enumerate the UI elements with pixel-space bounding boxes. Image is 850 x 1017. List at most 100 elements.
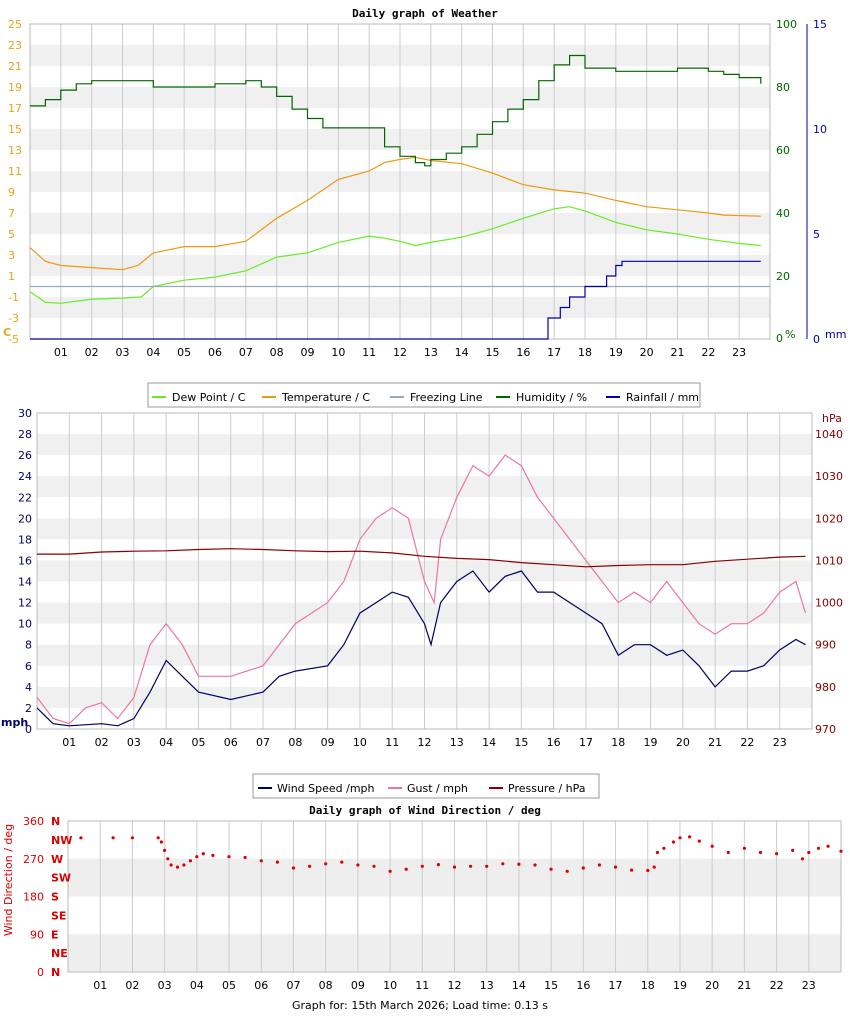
humidity-tick-label: 40 xyxy=(776,207,790,220)
y-tick-label: 360 xyxy=(23,815,44,828)
x-tick-label: 04 xyxy=(190,979,204,992)
direction-point xyxy=(652,865,656,869)
legend-label: Temperature / C xyxy=(281,391,370,404)
wind-graph: 01 02 03 04 05 06 07 08 09 10 11 12 13 14 15 16 17 18 19 20… xyxy=(1,407,843,799)
x-tick-label: 09 xyxy=(301,346,315,359)
rainfall-tick-label: 10 xyxy=(813,123,827,136)
y-tick-label: 2 xyxy=(25,702,32,715)
compass-label: NE xyxy=(51,947,68,960)
x-tick-label: 15 xyxy=(514,736,528,749)
x-tick-label: 21 xyxy=(737,979,751,992)
direction-point xyxy=(275,860,279,864)
rainfall-tick-label: 0 xyxy=(813,333,820,346)
x-tick-label: 21 xyxy=(671,346,685,359)
series-line-humidity xyxy=(30,54,762,167)
direction-point xyxy=(388,869,392,873)
direction-point xyxy=(630,868,634,872)
series-line-wind xyxy=(36,570,806,727)
x-tick-label: 20 xyxy=(676,736,690,749)
x-tick-label: 19 xyxy=(609,346,623,359)
pressure-tick-label: 1020 xyxy=(815,512,843,525)
x-tick-label: 10 xyxy=(383,979,397,992)
humidity-tick-label: 20 xyxy=(776,270,790,283)
pressure-tick-label: 970 xyxy=(815,723,836,736)
direction-point xyxy=(655,850,660,855)
x-tick-label: 15 xyxy=(486,346,500,359)
x-tick-label: 17 xyxy=(547,346,561,359)
direction-point xyxy=(807,850,811,855)
chart-title: Daily graph of Wind Direction / deg xyxy=(309,804,541,817)
y-tick-label: 30 xyxy=(18,407,32,420)
y-tick-label: 15 xyxy=(8,123,22,136)
y-tick-label: 0 xyxy=(37,966,44,979)
x-tick-label: 05 xyxy=(177,346,191,359)
y-tick-label: 270 xyxy=(23,853,44,866)
x-tick-label: 12 xyxy=(418,736,432,749)
direction-point xyxy=(452,865,457,869)
direction-point xyxy=(565,869,569,873)
pressure-tick-label: 1030 xyxy=(815,470,843,483)
y-tick-label: 1 xyxy=(8,270,15,283)
compass-label: N xyxy=(51,815,60,828)
humidity-tick-label: 80 xyxy=(776,81,790,94)
x-tick-label: 18 xyxy=(578,346,592,359)
x-tick-label: 09 xyxy=(321,736,335,749)
y-tick-label: 13 xyxy=(8,144,22,157)
pressure-tick-label: 980 xyxy=(815,681,836,694)
x-tick-label: 23 xyxy=(802,979,816,992)
direction-point xyxy=(201,852,205,856)
y-tick-label: 4 xyxy=(25,681,32,694)
direction-point xyxy=(372,864,376,868)
x-tick-label: 16 xyxy=(516,346,530,359)
rainfall-unit: mm xyxy=(825,328,846,341)
rainfall-tick-label: 5 xyxy=(813,228,820,241)
x-tick-label: 20 xyxy=(640,346,654,359)
y-tick-label: 180 xyxy=(23,891,44,904)
direction-point xyxy=(159,840,163,844)
x-tick-label: 06 xyxy=(208,346,222,359)
y-tick-label: 14 xyxy=(18,576,32,589)
x-tick-label: 17 xyxy=(609,979,623,992)
x-tick-label: 15 xyxy=(544,979,558,992)
x-tick-label: 19 xyxy=(673,979,687,992)
legend: Wind Speed /mph Gust / mph Pressure / hPa xyxy=(252,773,600,799)
x-tick-label: 12 xyxy=(393,346,407,359)
x-tick-label: 08 xyxy=(319,979,333,992)
direction-point xyxy=(800,857,805,861)
compass-label: E xyxy=(51,928,59,941)
direction-point xyxy=(662,846,666,850)
x-tick-label: 18 xyxy=(611,736,625,749)
direction-point xyxy=(469,864,473,868)
legend-box xyxy=(147,382,701,408)
series-line-pressure xyxy=(37,548,806,568)
y-axis-unit: C xyxy=(3,326,11,339)
direction-point xyxy=(671,840,676,844)
x-tick-label: 14 xyxy=(455,346,469,359)
y-tick-label: 0 xyxy=(25,723,32,736)
x-tick-label: 06 xyxy=(254,979,268,992)
compass-label: NW xyxy=(51,834,72,847)
x-tick-label: 03 xyxy=(158,979,172,992)
direction-point xyxy=(195,855,199,859)
direction-point xyxy=(169,863,173,867)
x-tick-label: 05 xyxy=(191,736,205,749)
direction-point xyxy=(211,853,215,858)
direction-point xyxy=(308,864,312,868)
direction-point xyxy=(742,846,747,850)
x-tick-label: 10 xyxy=(353,736,367,749)
y-tick-label: 16 xyxy=(18,554,32,567)
x-tick-label: 02 xyxy=(125,979,139,992)
x-tick-label: 22 xyxy=(740,736,754,749)
x-tick-label: 11 xyxy=(385,736,399,749)
direction-point xyxy=(404,867,408,871)
x-tick-label: 01 xyxy=(93,979,107,992)
direction-point xyxy=(259,859,263,863)
series-line-rainfall xyxy=(30,260,761,340)
series-line-dew xyxy=(29,206,761,304)
direction-point xyxy=(697,839,701,843)
direction-point xyxy=(485,864,489,868)
direction-point xyxy=(175,865,180,869)
direction-point xyxy=(533,863,537,867)
direction-point xyxy=(517,862,521,866)
